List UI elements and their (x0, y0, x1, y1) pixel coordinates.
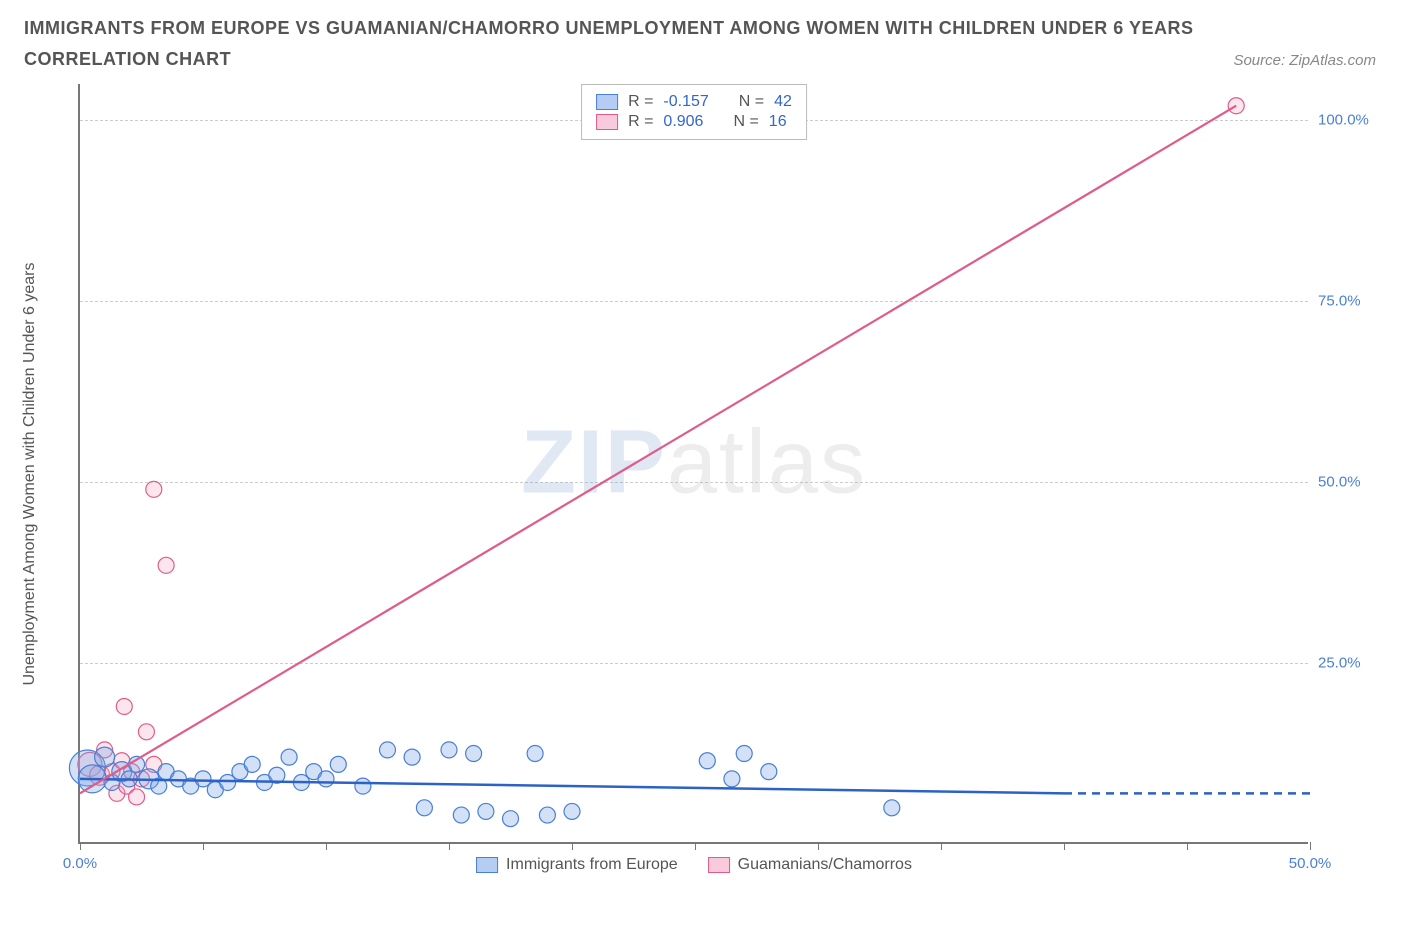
data-point (138, 724, 154, 740)
data-point (441, 742, 457, 758)
y-tick-label: 50.0% (1318, 474, 1378, 491)
data-point (527, 746, 543, 762)
series-legend: Immigrants from Europe Guamanians/Chamor… (476, 856, 912, 874)
data-point (129, 789, 145, 805)
data-point (503, 811, 519, 827)
data-point (380, 742, 396, 758)
source-attribution: Source: ZipAtlas.com (1233, 52, 1376, 69)
legend-label: Immigrants from Europe (506, 856, 678, 874)
stats-row-guam: R = 0.906 N = 16 (596, 113, 792, 131)
legend-swatch-europe (596, 94, 618, 110)
x-tick (80, 842, 81, 850)
data-point (736, 746, 752, 762)
x-tick (449, 842, 450, 850)
y-tick-label: 75.0% (1318, 293, 1378, 310)
x-tick (818, 842, 819, 850)
data-point (404, 749, 420, 765)
data-point (95, 747, 115, 767)
legend-swatch-icon (708, 857, 730, 873)
y-tick-label: 25.0% (1318, 655, 1378, 672)
data-point (116, 698, 132, 714)
x-tick (1187, 842, 1188, 850)
chart-container: Unemployment Among Women with Children U… (60, 84, 1380, 864)
data-point (466, 746, 482, 762)
data-point (761, 764, 777, 780)
x-tick (695, 842, 696, 850)
y-tick-label: 100.0% (1318, 112, 1378, 129)
data-point (244, 756, 260, 772)
x-tick (1064, 842, 1065, 850)
data-point (330, 756, 346, 772)
x-tick-label: 50.0% (1289, 855, 1332, 872)
data-point (724, 771, 740, 787)
stats-legend: R = -0.157 N = 42 R = 0.906 N = 16 (581, 84, 807, 140)
chart-title-line-1: IMMIGRANTS FROM EUROPE VS GUAMANIAN/CHAM… (24, 18, 1382, 39)
plot-area: ZIPatlas R = -0.157 N = 42 R = 0.906 N =… (78, 84, 1308, 844)
data-point (478, 803, 494, 819)
trend-line (80, 106, 1236, 794)
data-point (158, 557, 174, 573)
data-point (564, 803, 580, 819)
y-axis-label: Unemployment Among Women with Children U… (21, 262, 39, 685)
x-tick (1310, 842, 1311, 850)
legend-item-europe: Immigrants from Europe (476, 856, 678, 874)
data-point (146, 481, 162, 497)
data-point (318, 771, 334, 787)
x-tick (572, 842, 573, 850)
data-point (355, 778, 371, 794)
legend-label: Guamanians/Chamorros (738, 856, 912, 874)
x-tick (203, 842, 204, 850)
data-point (416, 800, 432, 816)
legend-item-guam: Guamanians/Chamorros (708, 856, 912, 874)
data-point (699, 753, 715, 769)
x-tick (941, 842, 942, 850)
legend-swatch-icon (476, 857, 498, 873)
x-tick (326, 842, 327, 850)
x-tick-label: 0.0% (63, 855, 97, 872)
chart-title-line-2: CORRELATION CHART (24, 49, 1382, 70)
stats-row-europe: R = -0.157 N = 42 (596, 93, 792, 111)
plot-svg (80, 84, 1308, 842)
legend-swatch-guam (596, 114, 618, 130)
data-point (884, 800, 900, 816)
data-point (539, 807, 555, 823)
data-point (453, 807, 469, 823)
data-point (281, 749, 297, 765)
